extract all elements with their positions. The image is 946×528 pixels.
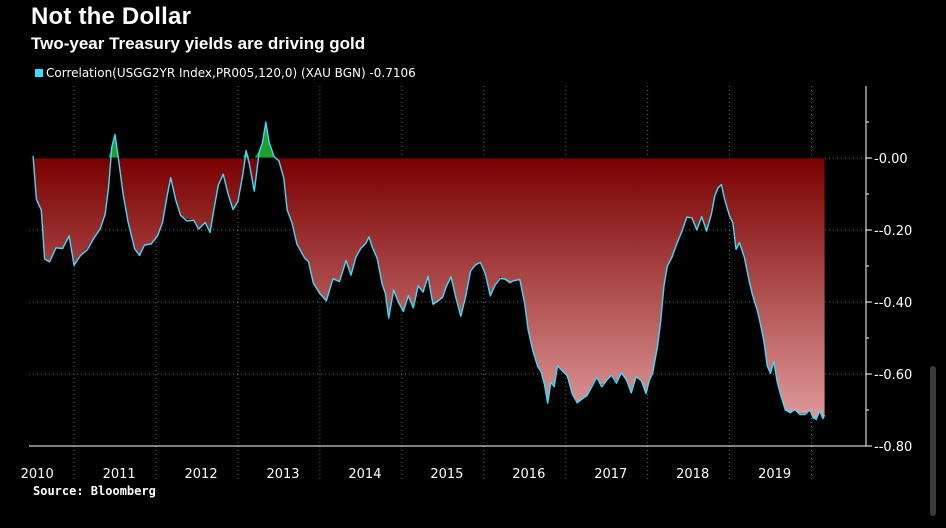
x-tick-label: 2012 bbox=[185, 467, 218, 482]
y-tick-label: -0.00 bbox=[874, 152, 908, 167]
correlation-line-group bbox=[32, 121, 826, 420]
chart-subtitle: Two-year Treasury yields are driving gol… bbox=[31, 34, 366, 53]
x-tick-label: 2019 bbox=[758, 467, 791, 482]
y-axis-ticks: -0.00 --0.20 --0.40 --0.60 --0.80 bbox=[866, 121, 912, 455]
legend-label: Correlation(USGG2YR Index,PR005,120,0) (… bbox=[46, 66, 416, 80]
y-tick-label: --0.20 bbox=[874, 224, 912, 239]
negative-correlation-area bbox=[33, 158, 825, 421]
y-tick-label: --0.40 bbox=[874, 296, 912, 311]
chart-title: Not the Dollar bbox=[31, 3, 192, 30]
x-tick-label: 2016 bbox=[512, 467, 545, 482]
source-note: Source: Bloomberg bbox=[33, 484, 156, 498]
x-tick-label: 2014 bbox=[348, 467, 381, 482]
legend: Correlation(USGG2YR Index,PR005,120,0) (… bbox=[35, 66, 416, 80]
positive-correlation-area bbox=[33, 122, 825, 158]
y-tick-label: --0.60 bbox=[874, 368, 912, 383]
x-tick-label: 2011 bbox=[103, 467, 136, 482]
x-tick-label: 2013 bbox=[266, 467, 299, 482]
y-tick-label: --0.80 bbox=[874, 440, 912, 455]
x-tick-label: 2017 bbox=[594, 467, 627, 482]
x-tick-label: 2015 bbox=[430, 467, 463, 482]
x-tick-label: 2018 bbox=[676, 467, 709, 482]
correlation-areas bbox=[29, 122, 825, 421]
x-tick-label: 2010 bbox=[21, 467, 54, 482]
scrollbar[interactable] bbox=[930, 366, 936, 516]
correlation-line bbox=[32, 121, 826, 420]
x-axis-ticks: 2010 2011 2012 2013 2014 2015 2016 2017 2018 2019 bbox=[21, 467, 792, 482]
legend-swatch bbox=[35, 69, 43, 77]
